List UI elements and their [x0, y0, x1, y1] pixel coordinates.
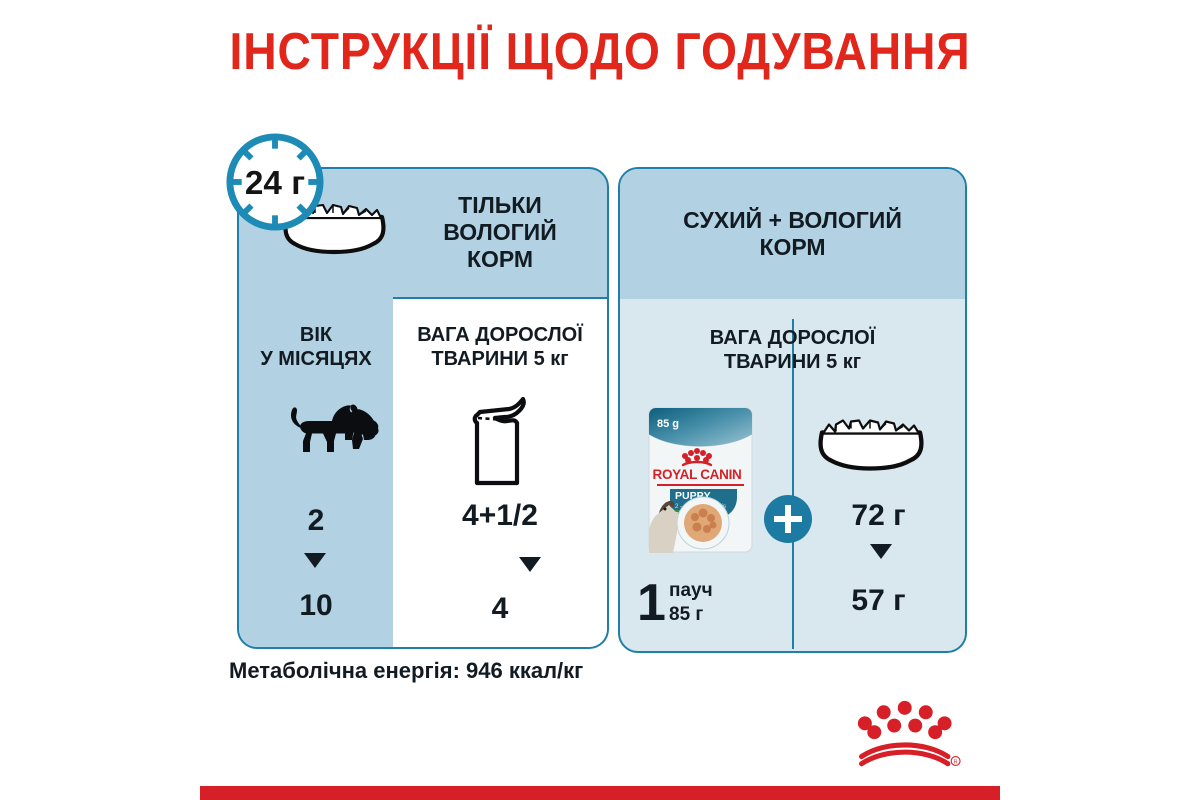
svg-text:ROYAL CANIN: ROYAL CANIN — [653, 467, 742, 482]
svg-text:R: R — [954, 760, 958, 766]
svg-text:24 г: 24 г — [245, 165, 305, 202]
svg-text:85 g: 85 g — [657, 418, 679, 430]
